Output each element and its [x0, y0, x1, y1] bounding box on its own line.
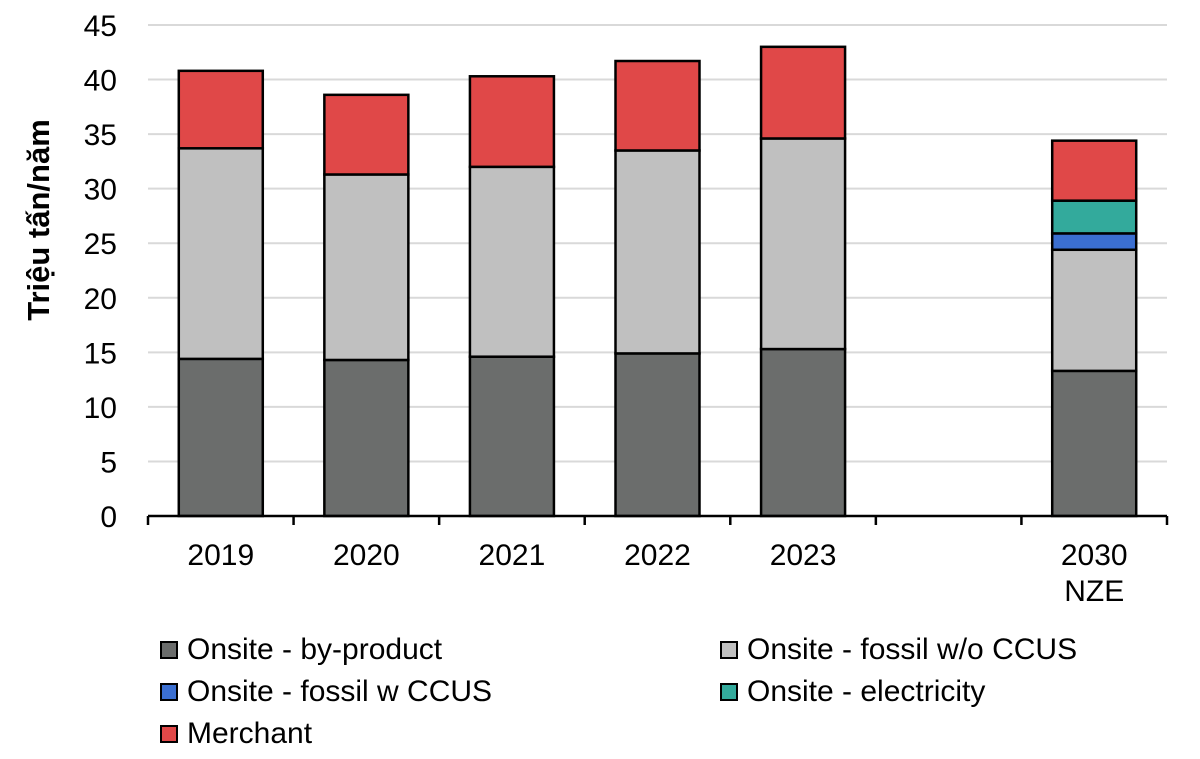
- bar-segment-onsite-by-product: [468, 355, 556, 518]
- y-tick-labels: 0 5 10 15 20 25 30 35 40 45: [84, 10, 117, 534]
- bar-segment-onsite-fossil-w-o-ccus: [177, 147, 265, 361]
- legend-swatch: [160, 641, 178, 659]
- legend-swatch: [160, 725, 178, 743]
- y-tick-label: 15: [84, 337, 117, 370]
- bar-segment-merchant: [759, 45, 847, 140]
- y-tick-label: 5: [100, 446, 117, 479]
- x-tick-label: 2019: [187, 539, 254, 572]
- bar-segment-onsite-by-product: [1050, 369, 1138, 518]
- bar-segment-onsite-fossil-w-o-ccus: [759, 137, 847, 351]
- bar-segment-onsite-by-product: [323, 358, 410, 518]
- bar-segment-onsite-fossil-w-o-ccus: [468, 165, 556, 358]
- legend-item-electricity: Onsite - electricity: [720, 674, 985, 710]
- legend-label: Onsite - fossil w CCUS: [187, 675, 493, 708]
- y-tick-label: 10: [84, 392, 117, 425]
- legend-label: Onsite - by-product: [187, 633, 443, 666]
- x-tick-label: 2021: [479, 539, 546, 572]
- legend-label: Merchant: [187, 717, 313, 750]
- y-tick-label: 30: [84, 174, 117, 207]
- axes: [146, 514, 1169, 525]
- legend-swatch: [160, 683, 178, 701]
- bar-segment-merchant: [614, 59, 701, 152]
- y-tick-label: 20: [84, 283, 117, 316]
- bar-segment-onsite-fossil-w-ccus: [1050, 232, 1138, 252]
- legend-label: Onsite - electricity: [747, 675, 986, 708]
- legend-swatch: [720, 641, 738, 659]
- y-tick-label: 35: [84, 119, 117, 152]
- bar-segment-merchant: [1050, 139, 1138, 202]
- legend-item-fossil-w-ccus: Onsite - fossil w CCUS: [160, 674, 492, 710]
- y-tick-label: 0: [100, 501, 117, 534]
- x-tick-label: 2023: [770, 539, 837, 572]
- y-tick-label: 45: [84, 10, 117, 43]
- bar-segment-onsite-by-product: [177, 357, 265, 518]
- y-axis-label: Triệu tấn/năm: [21, 119, 56, 321]
- bar-segment-merchant: [468, 75, 556, 169]
- bar-segment-onsite-fossil-w-o-ccus: [614, 149, 701, 355]
- bar-segment-onsite-fossil-w-o-ccus: [1050, 248, 1138, 373]
- x-tick-label: 2020: [333, 539, 400, 572]
- bar-segment-onsite-electricity: [1050, 199, 1138, 235]
- bar-segment-onsite-by-product: [614, 352, 701, 518]
- bars: [177, 45, 1138, 518]
- x-tick-label: 2022: [624, 539, 691, 572]
- legend-swatch: [720, 683, 738, 701]
- legend-item-merchant: Merchant: [160, 716, 312, 752]
- x-tick-label: 2030: [1061, 539, 1128, 572]
- legend-item-by-product: Onsite - by-product: [160, 632, 442, 668]
- bar-segment-merchant: [177, 69, 265, 150]
- y-tick-label: 40: [84, 65, 117, 98]
- bar-segment-merchant: [323, 93, 410, 176]
- legend-label: Onsite - fossil w/o CCUS: [747, 633, 1078, 666]
- legend-item-fossil-wo-ccus: Onsite - fossil w/o CCUS: [720, 632, 1077, 668]
- bar-segment-onsite-by-product: [759, 347, 847, 518]
- y-tick-label: 25: [84, 228, 117, 261]
- x-tick-label: NZE: [1064, 575, 1124, 608]
- bar-segment-onsite-fossil-w-o-ccus: [323, 173, 410, 362]
